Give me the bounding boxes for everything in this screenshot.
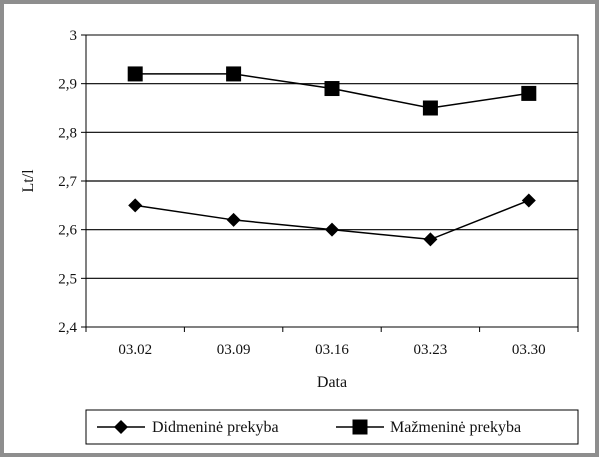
x-axis-title: Data (317, 374, 347, 391)
data-point-square (324, 81, 340, 97)
x-tick-label: 03.09 (217, 342, 251, 358)
series-square (127, 66, 537, 116)
legend-marker-square (352, 419, 368, 435)
legend-marker-diamond (114, 420, 128, 434)
x-tick-label: 03.02 (118, 342, 152, 358)
series-diamond (128, 193, 536, 247)
legend: Didmeninė prekyba Mažmeninė prekyba (85, 409, 579, 445)
data-point-diamond (226, 212, 241, 227)
legend-label-mazmenine: Mažmeninė prekyba (390, 419, 521, 436)
data-point-square (127, 66, 143, 82)
x-tick-label: 03.30 (512, 342, 546, 358)
x-tick-label: 03.23 (414, 342, 448, 358)
y-tick-label: 3 (70, 28, 78, 44)
data-point-square (226, 66, 242, 82)
data-point-diamond (423, 232, 438, 247)
grid-lines (86, 83, 578, 279)
data-point-diamond (521, 193, 536, 208)
y-tick-label: 2,7 (58, 174, 77, 190)
y-axis: 2,4 2,5 2,6 2,7 2,8 2,9 3 (58, 28, 86, 336)
y-tick-label: 2,9 (58, 77, 77, 93)
y-tick-label: 2,5 (58, 271, 77, 287)
legend-box (85, 409, 579, 445)
series-group (127, 66, 537, 247)
y-axis-title: Lt/l (20, 169, 37, 193)
y-tick-label: 2,8 (58, 125, 77, 141)
legend-label-didmenine: Didmeninė prekyba (152, 419, 279, 436)
x-tick-label: 03.16 (315, 342, 349, 358)
y-tick-label: 2,4 (58, 320, 77, 336)
y-tick-label: 2,6 (58, 223, 77, 239)
x-axis: 03.02 03.09 03.16 03.23 03.30 (85, 327, 579, 358)
data-point-diamond (128, 198, 143, 213)
data-point-square (521, 85, 537, 101)
data-point-diamond (325, 222, 339, 237)
data-point-square (422, 100, 438, 116)
